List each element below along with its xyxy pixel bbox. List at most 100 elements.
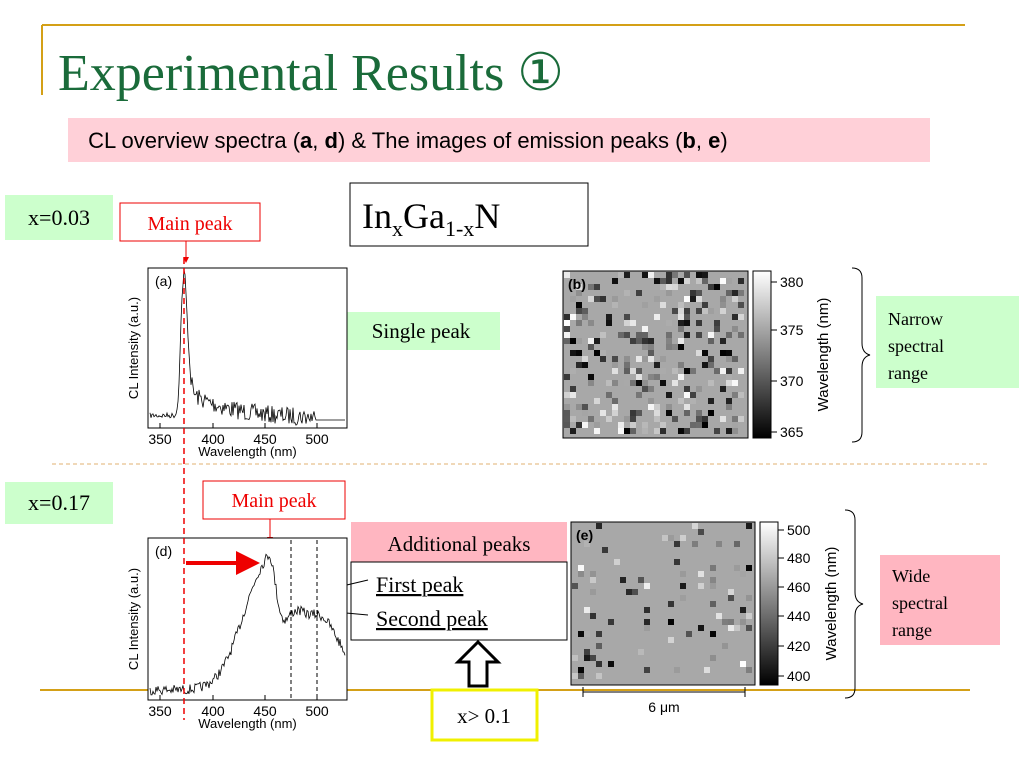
spectrum bbox=[149, 553, 346, 696]
map-cell bbox=[576, 422, 582, 428]
main-peak-box bbox=[202, 480, 346, 520]
map-cell bbox=[696, 308, 702, 314]
map-cell bbox=[608, 619, 614, 625]
map-cell bbox=[642, 356, 648, 362]
panel-label: (a) bbox=[155, 273, 172, 289]
map-cell bbox=[732, 380, 738, 386]
map-cell bbox=[600, 296, 606, 302]
formula: InxGa1-xN bbox=[362, 196, 500, 241]
map-cell bbox=[678, 338, 684, 344]
panel-label: (e) bbox=[576, 527, 593, 543]
condition: x> 0.1 bbox=[457, 704, 511, 728]
map-cell bbox=[594, 428, 600, 434]
map-cell bbox=[678, 398, 684, 404]
map-cell bbox=[600, 410, 606, 416]
map-cell bbox=[678, 428, 684, 434]
map-cell bbox=[696, 416, 702, 422]
note-box bbox=[343, 312, 500, 350]
map-cell bbox=[578, 571, 584, 577]
additional-box bbox=[351, 522, 567, 562]
map-cell bbox=[746, 595, 752, 601]
note: Single peak bbox=[372, 319, 471, 343]
map-cell bbox=[726, 404, 732, 410]
map-cell bbox=[708, 356, 714, 362]
map-cell bbox=[570, 338, 576, 344]
map-cell bbox=[612, 398, 618, 404]
map-cell bbox=[614, 559, 620, 565]
map-cell bbox=[624, 368, 630, 374]
colorbar-title: Wavelength (nm) bbox=[815, 298, 832, 412]
map-cell bbox=[564, 320, 570, 326]
map-cell bbox=[660, 422, 666, 428]
map-cell bbox=[612, 380, 618, 386]
map-cell bbox=[710, 631, 716, 637]
map-cell bbox=[576, 404, 582, 410]
map-cell bbox=[672, 308, 678, 314]
map-cell bbox=[588, 284, 594, 290]
map-cell bbox=[606, 392, 612, 398]
map-cell bbox=[726, 356, 732, 362]
map-cell bbox=[678, 320, 684, 326]
map-cell bbox=[668, 601, 674, 607]
map-cell bbox=[642, 338, 648, 344]
map-cell bbox=[596, 661, 602, 667]
map-cell bbox=[644, 607, 650, 613]
colorbar-label: 480 bbox=[787, 550, 811, 566]
map-cell bbox=[588, 338, 594, 344]
map-cell bbox=[630, 368, 636, 374]
map-cell bbox=[702, 362, 708, 368]
map-cell bbox=[638, 649, 644, 655]
map-cell bbox=[696, 296, 702, 302]
map-cell bbox=[582, 356, 588, 362]
map-cell bbox=[584, 655, 590, 661]
x-tick-label: 500 bbox=[305, 431, 329, 447]
map-cell bbox=[578, 631, 584, 637]
map-cell bbox=[660, 428, 666, 434]
map-cell bbox=[690, 296, 696, 302]
map-cell bbox=[582, 362, 588, 368]
map-cell bbox=[734, 541, 740, 547]
spectrum bbox=[149, 269, 345, 426]
map-cell bbox=[660, 380, 666, 386]
map-cell bbox=[590, 577, 596, 583]
map-cell bbox=[606, 416, 612, 422]
map-cell bbox=[702, 308, 708, 314]
map-cell bbox=[678, 302, 684, 308]
map-cell bbox=[734, 625, 740, 631]
map-cell bbox=[594, 296, 600, 302]
map-cell bbox=[696, 272, 702, 278]
range-line: range bbox=[888, 363, 928, 383]
map-cell bbox=[678, 326, 684, 332]
map-cell bbox=[648, 398, 654, 404]
map-cell bbox=[720, 302, 726, 308]
map-cell bbox=[660, 368, 666, 374]
map-cell bbox=[716, 541, 722, 547]
map-cell bbox=[570, 428, 576, 434]
map-cell bbox=[588, 380, 594, 386]
peaks-box bbox=[350, 561, 568, 641]
map-cell bbox=[618, 428, 624, 434]
map-cell bbox=[686, 631, 692, 637]
map-cell bbox=[714, 320, 720, 326]
colorbar-label: 420 bbox=[787, 638, 811, 654]
colorbar-title: Wavelength (nm) bbox=[823, 547, 840, 661]
map-cell bbox=[698, 583, 704, 589]
map-cell bbox=[584, 607, 590, 613]
map-cell bbox=[726, 290, 732, 296]
map-cell bbox=[642, 332, 648, 338]
map-cell bbox=[624, 332, 630, 338]
map-cell bbox=[648, 272, 654, 278]
map-cell bbox=[606, 320, 612, 326]
map-cell bbox=[738, 278, 744, 284]
map-cell bbox=[696, 320, 702, 326]
map-cell bbox=[740, 619, 746, 625]
map-cell bbox=[678, 362, 684, 368]
map-cell bbox=[600, 332, 606, 338]
map-cell bbox=[564, 410, 570, 416]
range-line: spectral bbox=[892, 593, 948, 613]
map-cell bbox=[680, 595, 686, 601]
map-cell bbox=[578, 565, 584, 571]
map-cell bbox=[666, 272, 672, 278]
map-cell bbox=[668, 637, 674, 643]
